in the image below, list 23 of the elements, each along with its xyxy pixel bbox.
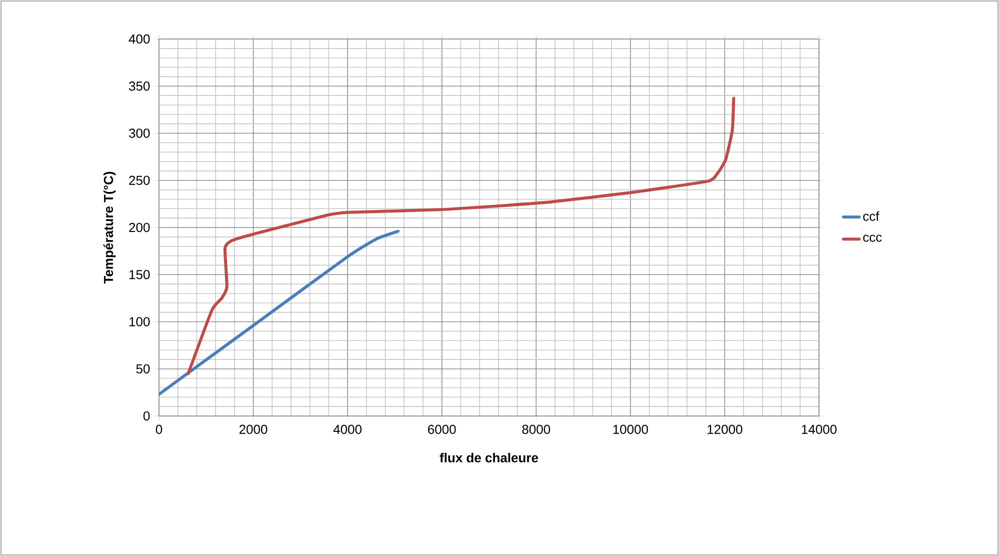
y-tick-label: 100: [130, 317, 150, 326]
y-axis-title: Température T(°C): [103, 172, 116, 284]
y-tick-label: 300: [129, 128, 150, 138]
y-tick-label: 0: [143, 411, 150, 421]
x-tick-label: 8000: [522, 424, 550, 434]
x-tick-label: 12000: [708, 424, 742, 434]
x-tick-label: 10000: [613, 424, 648, 434]
y-tick-label: 400: [128, 34, 150, 44]
legend-label: ccc: [863, 234, 882, 242]
line-series: [159, 230, 400, 396]
y-tick-label: 150: [130, 270, 150, 280]
x-tick-label: 14000: [802, 424, 837, 434]
x-tick-label: 0: [156, 424, 162, 434]
y-tick-label: 50: [136, 364, 150, 374]
x-tick-label: 2000: [239, 424, 268, 434]
x-tick-label: 4000: [333, 424, 362, 434]
y-tick-label: 200: [129, 222, 150, 232]
x-tick-label: 6000: [428, 424, 456, 434]
legend-label: ccf: [863, 211, 880, 221]
y-tick-label: 250: [129, 176, 150, 185]
line-series: [186, 96, 736, 376]
y-tick-label: 350: [129, 82, 150, 91]
x-axis-title: flux de chaleure: [440, 452, 538, 462]
